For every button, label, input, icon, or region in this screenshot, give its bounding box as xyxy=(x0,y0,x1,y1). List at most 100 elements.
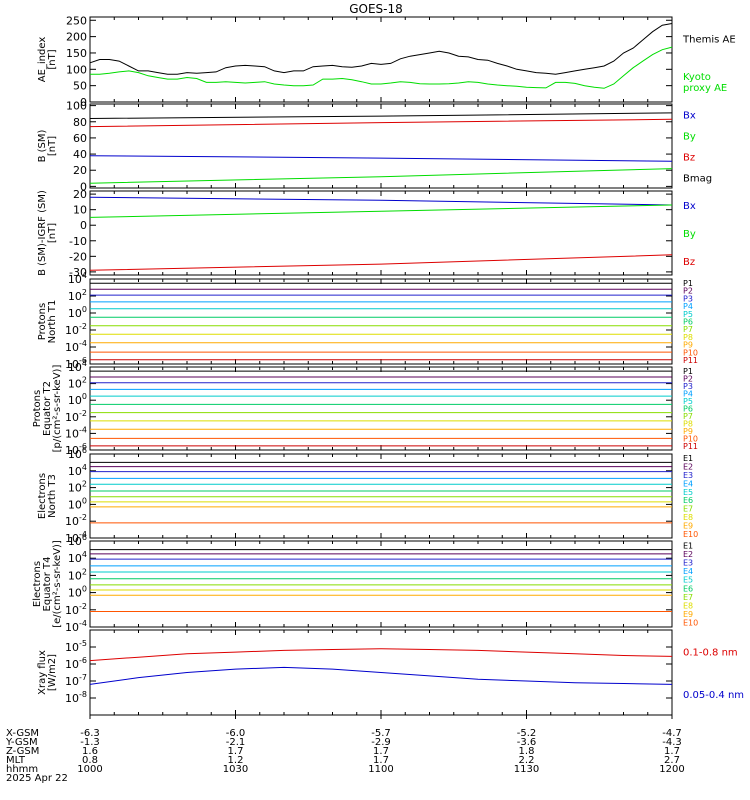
ephem-row-label: Z-GSM xyxy=(6,746,39,757)
legend-entry: E9 xyxy=(683,521,693,530)
series-line-bz xyxy=(89,254,673,271)
y-tick-label: -30 xyxy=(69,266,87,279)
ephem-value: 2.2 xyxy=(519,755,535,766)
y-tick-label: 0 xyxy=(80,219,87,232)
legend-entry: Kyoto xyxy=(683,72,711,83)
y-tick-label: 10-8 xyxy=(65,690,87,705)
ephem-value: -4.7 xyxy=(662,728,682,739)
y-tick-exponent: 4 xyxy=(82,550,87,559)
plot-title: GOES-18 xyxy=(349,2,403,16)
y-tick-label: 100 xyxy=(66,100,87,113)
panel-b_sm: 0 20 40 60 80 100 B (SM) [nT] Bx By Bz Bmag xyxy=(37,100,712,194)
y-axis-label: Equator T2 xyxy=(42,381,53,436)
series-line-by xyxy=(89,204,673,218)
y-tick-exponent: -4 xyxy=(79,619,87,628)
y-tick-exponent: 0 xyxy=(82,305,87,314)
y-tick-exponent: 4 xyxy=(82,359,87,368)
series-line-themis-ae xyxy=(89,23,673,75)
y-tick-label: 100 xyxy=(68,496,87,511)
ephem-value: 2.7 xyxy=(664,755,680,766)
legend-entry: E7 xyxy=(683,593,693,602)
y-axis-label: B (SM)-IGRF (SM) xyxy=(37,190,48,276)
y-tick-label: 104 xyxy=(68,271,87,286)
legend-entry: E6 xyxy=(683,584,693,593)
series-line-bx xyxy=(89,196,673,206)
y-tick-label: 10-5 xyxy=(65,639,87,654)
y-tick-exponent: -2 xyxy=(79,602,87,611)
y-tick-exponent: 2 xyxy=(82,567,87,576)
y-tick-label: 10-7 xyxy=(65,673,87,688)
y-axis-label: Electrons xyxy=(37,473,48,519)
legend-entry: E3 xyxy=(683,471,693,480)
y-tick-exponent: -8 xyxy=(79,690,87,699)
ephem-value: -5.7 xyxy=(371,728,391,739)
panel-frame xyxy=(89,16,673,103)
legend-entry: P1 xyxy=(683,367,693,376)
ephem-value: 1.7 xyxy=(664,746,680,757)
y-tick-label: 250 xyxy=(66,14,87,27)
ephem-value: -2.9 xyxy=(371,737,391,748)
panel-xray: 10-5 10-6 10-7 10-8 Xray flux [W/m2] 0.1-0.8 n… xyxy=(37,629,744,716)
y-axis-label: AE_index xyxy=(37,37,48,83)
y-tick-exponent: -4 xyxy=(79,530,87,539)
legend-entry: Bz xyxy=(683,153,695,164)
y-axis-label: B (SM) xyxy=(37,129,48,162)
y-tick-label: 10-2 xyxy=(65,322,87,337)
y-axis-label: [nT] xyxy=(47,223,58,243)
legend-entry: P9 xyxy=(683,427,693,436)
y-tick-label: 10-4 xyxy=(65,425,87,440)
ephem-value: 1000 xyxy=(77,764,102,775)
y-tick-exponent: -2 xyxy=(79,322,87,331)
legend-entry: Bx xyxy=(683,111,696,122)
ephem-value: 1130 xyxy=(514,764,539,775)
y-tick-label: 104 xyxy=(68,463,87,478)
y-tick-label: 0 xyxy=(80,180,87,193)
legend-entry: P5 xyxy=(683,397,693,406)
y-tick-exponent: -2 xyxy=(79,409,87,418)
y-tick-label: 100 xyxy=(66,63,87,76)
legend-entry: E4 xyxy=(683,479,693,488)
legend-entry: P2 xyxy=(683,287,693,296)
y-axis-label: Protons xyxy=(32,390,43,427)
y-tick-exponent: 4 xyxy=(82,271,87,280)
y-tick-exponent: 6 xyxy=(82,446,87,455)
ephem-value: 1200 xyxy=(659,764,684,775)
legend-entry: P2 xyxy=(683,374,693,383)
legend-entry: P4 xyxy=(683,302,693,311)
y-tick-label: 60 xyxy=(73,132,87,145)
legend-entry: P8 xyxy=(683,420,693,429)
y-tick-exponent: -6 xyxy=(79,442,87,451)
ephem-value: -4.3 xyxy=(662,737,682,748)
y-tick-label: 50 xyxy=(73,80,87,93)
legend-entry: P6 xyxy=(683,318,693,327)
legend-entry: P3 xyxy=(683,382,693,391)
legend-entry: P1 xyxy=(683,279,693,288)
y-tick-exponent: 4 xyxy=(82,463,87,472)
legend-entry: E3 xyxy=(683,559,693,568)
y-axis-label: Protons xyxy=(37,303,48,340)
y-axis-label: [nT] xyxy=(47,49,58,69)
legend-entry: Themis AE xyxy=(682,34,736,45)
legend-entry: P5 xyxy=(683,310,693,319)
y-tick-label: 104 xyxy=(68,359,87,374)
panel-elec_e: 106 104 102 100 10-2 10-4 Electrons Equator T4[… xyxy=(32,533,698,634)
y-axis-label: Equator T4 xyxy=(42,557,53,612)
y-tick-label: 102 xyxy=(68,288,87,303)
ephem-value: -3.6 xyxy=(517,737,537,748)
y-tick-exponent: -5 xyxy=(79,639,87,648)
legend-entry: E10 xyxy=(683,619,698,628)
y-tick-exponent: 2 xyxy=(82,480,87,489)
y-tick-exponent: -4 xyxy=(79,339,87,348)
ephem-value: 1.7 xyxy=(373,746,389,757)
y-tick-label: 100 xyxy=(68,392,87,407)
y-axis-label: [e/(cm²-s-sr-keV)] xyxy=(52,540,63,628)
series-line-bx xyxy=(89,155,673,162)
y-tick-label: 0 xyxy=(80,96,87,109)
legend-entry: E2 xyxy=(683,550,693,559)
ephem-row-label: MLT xyxy=(6,755,26,766)
